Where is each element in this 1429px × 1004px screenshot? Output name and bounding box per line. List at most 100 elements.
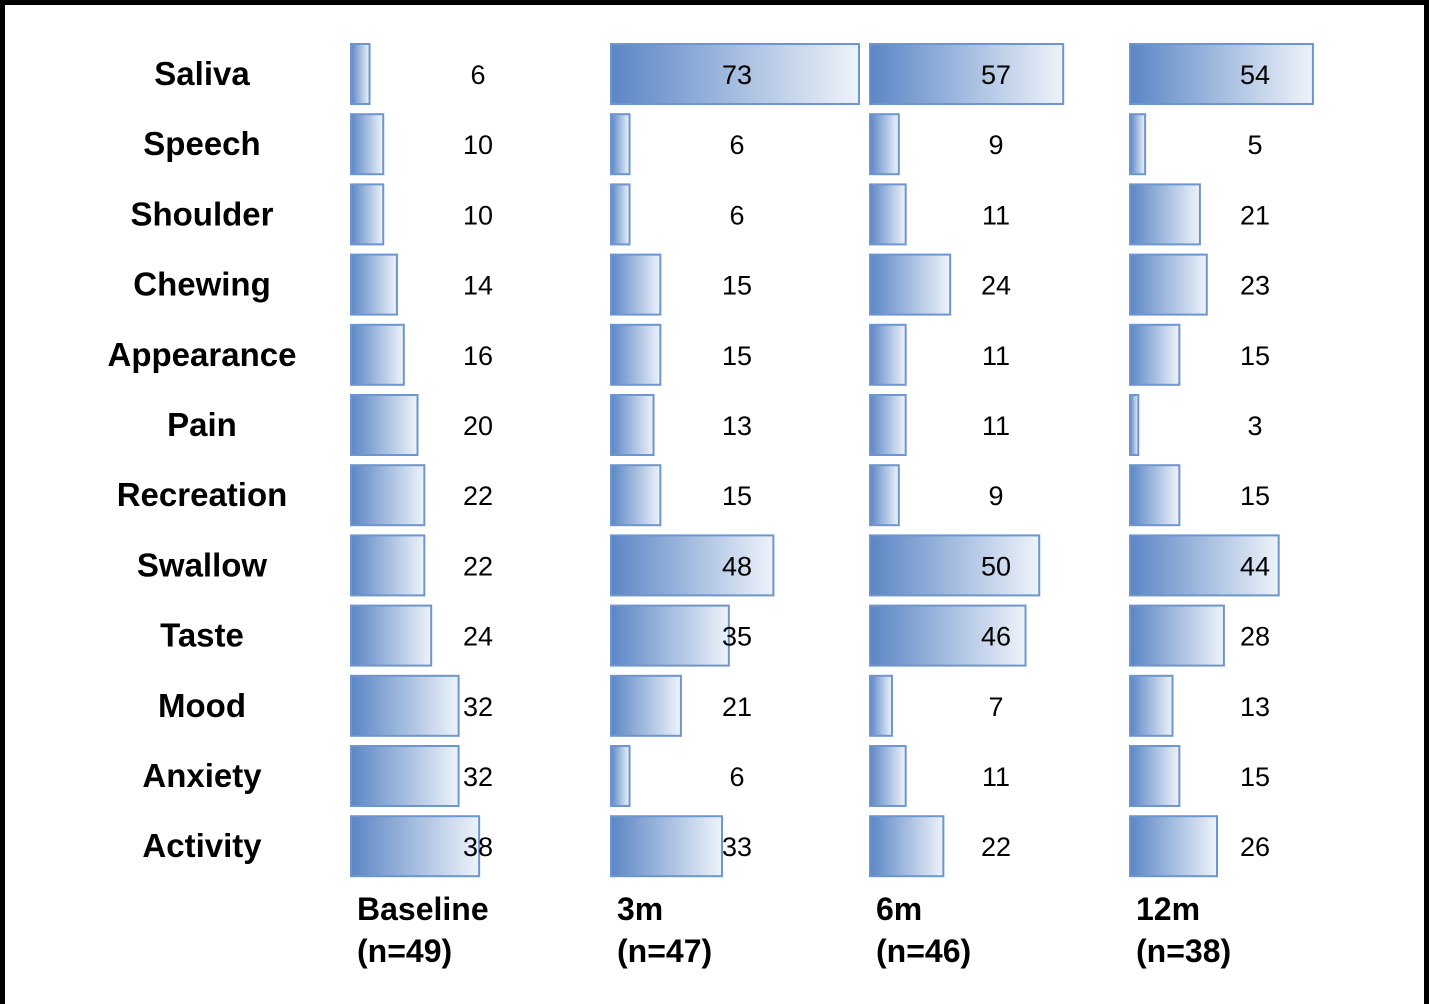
labels-layer: Saliva Speech Shoulder Chewing Appearance Pai… xyxy=(108,55,1270,969)
value-label-12m-activity: 26 xyxy=(1240,832,1270,862)
row-label-recreation: Recreation xyxy=(117,476,288,513)
bar-12m-speech xyxy=(1129,113,1147,176)
bar-6m-pain xyxy=(869,394,907,456)
value-label-baseline-mood: 32 xyxy=(463,692,493,722)
value-label-3m-speech: 6 xyxy=(729,130,744,160)
value-label-6m-saliva: 57 xyxy=(981,60,1011,90)
bar-3m-mood xyxy=(610,674,682,737)
bars-layer xyxy=(350,43,1314,878)
bar-baseline-saliva xyxy=(350,43,371,105)
column-sample-size-6m: (n=46) xyxy=(876,933,971,969)
value-label-6m-speech: 9 xyxy=(988,130,1003,160)
value-label-baseline-pain: 20 xyxy=(463,411,493,441)
value-label-baseline-shoulder: 10 xyxy=(463,200,493,230)
value-label-baseline-chewing: 14 xyxy=(463,271,493,301)
value-label-baseline-activity: 38 xyxy=(463,832,493,862)
value-label-12m-swallow: 44 xyxy=(1240,551,1270,581)
bar-baseline-speech xyxy=(350,113,385,176)
bar-3m-shoulder xyxy=(610,183,631,246)
value-label-12m-shoulder: 21 xyxy=(1240,200,1270,230)
value-label-3m-appearance: 15 xyxy=(722,341,752,371)
value-label-12m-anxiety: 15 xyxy=(1240,762,1270,792)
bar-baseline-shoulder xyxy=(350,183,385,246)
value-label-3m-activity: 33 xyxy=(722,832,752,862)
bar-6m-activity xyxy=(869,815,945,878)
bar-6m-mood xyxy=(869,674,893,737)
bar-baseline-appearance xyxy=(350,323,405,386)
bar-12m-swallow xyxy=(1129,534,1280,597)
value-label-12m-pain: 3 xyxy=(1247,411,1262,441)
row-label-pain: Pain xyxy=(167,406,237,443)
bar-3m-anxiety xyxy=(610,745,631,807)
value-label-6m-pain: 11 xyxy=(982,411,1010,441)
value-label-3m-anxiety: 6 xyxy=(729,762,744,792)
value-label-12m-appearance: 15 xyxy=(1240,341,1270,371)
bar-baseline-recreation xyxy=(350,464,426,527)
bar-baseline-pain xyxy=(350,394,419,456)
bar-3m-taste xyxy=(610,604,730,667)
row-label-shoulder: Shoulder xyxy=(130,195,273,232)
value-label-3m-recreation: 15 xyxy=(722,481,752,511)
value-label-6m-shoulder: 11 xyxy=(982,200,1010,230)
value-label-6m-activity: 22 xyxy=(981,832,1011,862)
row-label-speech: Speech xyxy=(143,125,260,162)
bar-6m-shoulder xyxy=(869,183,907,246)
bar-6m-recreation xyxy=(869,464,900,527)
bar-12m-appearance xyxy=(1129,323,1181,386)
bar-6m-anxiety xyxy=(869,745,907,807)
bar-baseline-activity xyxy=(350,815,481,878)
value-label-3m-pain: 13 xyxy=(722,411,752,441)
bar-6m-speech xyxy=(869,113,900,176)
value-label-6m-anxiety: 11 xyxy=(982,762,1010,792)
bar-baseline-anxiety xyxy=(350,745,460,807)
value-label-3m-chewing: 15 xyxy=(722,271,752,301)
row-label-appearance: Appearance xyxy=(108,336,297,373)
bar-3m-swallow xyxy=(610,534,775,597)
row-label-taste: Taste xyxy=(160,617,244,654)
bar-12m-shoulder xyxy=(1129,183,1201,246)
row-label-anxiety: Anxiety xyxy=(142,757,262,794)
bar-3m-chewing xyxy=(610,253,662,316)
bar-12m-anxiety xyxy=(1129,745,1181,807)
column-label-baseline: Baseline xyxy=(357,891,489,927)
column-label-12m: 12m xyxy=(1136,891,1200,927)
column-label-3m: 3m xyxy=(617,891,663,927)
bar-baseline-taste xyxy=(350,604,433,667)
value-label-12m-saliva: 54 xyxy=(1240,60,1270,90)
value-label-baseline-saliva: 6 xyxy=(470,60,485,90)
column-sample-size-3m: (n=47) xyxy=(617,933,712,969)
value-label-3m-swallow: 48 xyxy=(722,551,752,581)
value-label-baseline-swallow: 22 xyxy=(463,551,493,581)
bar-baseline-mood xyxy=(350,674,460,737)
bar-6m-chewing xyxy=(869,253,952,316)
bar-6m-swallow xyxy=(869,534,1041,597)
row-label-swallow: Swallow xyxy=(137,546,268,583)
value-label-6m-taste: 46 xyxy=(981,622,1011,652)
value-label-6m-appearance: 11 xyxy=(982,341,1010,371)
row-label-activity: Activity xyxy=(142,827,262,864)
row-label-chewing: Chewing xyxy=(133,266,271,303)
value-label-6m-mood: 7 xyxy=(988,692,1003,722)
bar-6m-appearance xyxy=(869,323,907,386)
column-label-6m: 6m xyxy=(876,891,922,927)
bar-3m-saliva xyxy=(610,43,860,105)
bar-6m-taste xyxy=(869,604,1027,667)
value-label-12m-chewing: 23 xyxy=(1240,271,1270,301)
value-label-6m-swallow: 50 xyxy=(981,551,1011,581)
column-sample-size-12m: (n=38) xyxy=(1136,933,1231,969)
bar-3m-appearance xyxy=(610,323,662,386)
value-label-baseline-recreation: 22 xyxy=(463,481,493,511)
value-label-12m-speech: 5 xyxy=(1247,130,1262,160)
value-label-3m-saliva: 73 xyxy=(722,60,752,90)
value-label-6m-recreation: 9 xyxy=(988,481,1003,511)
row-label-saliva: Saliva xyxy=(154,55,250,92)
value-label-12m-recreation: 15 xyxy=(1240,481,1270,511)
value-label-baseline-speech: 10 xyxy=(463,130,493,160)
bar-3m-pain xyxy=(610,394,655,456)
bar-3m-activity xyxy=(610,815,724,878)
bar-12m-chewing xyxy=(1129,253,1208,316)
bar-6m-saliva xyxy=(869,43,1065,105)
value-label-3m-mood: 21 xyxy=(722,692,752,722)
